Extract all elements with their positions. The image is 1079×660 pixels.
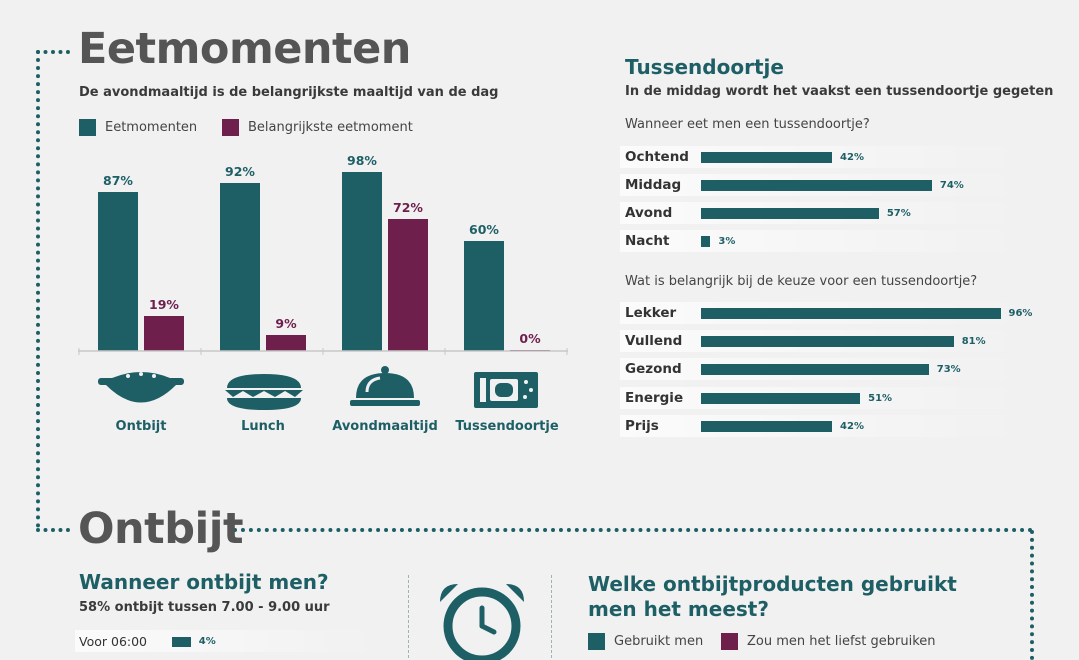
value-label-avondmaaltijd-eetmomenten: 98% (347, 152, 377, 168)
bar-gezond (701, 364, 929, 375)
category-label-avondmaaltijd: Avondmaaltijd (332, 419, 438, 434)
ontbijt-products-title-2: men het meest? (588, 597, 769, 621)
value-label-lunch-eetmomenten: 92% (225, 163, 255, 179)
category-label-ontbijt: Ontbijt (115, 419, 167, 434)
bar-ontbijt-eetmomenten (98, 191, 138, 351)
eetmomenten-subtitle: De avondmaaltijd is de belangrijkste maa… (79, 85, 499, 100)
cloche-icon (350, 366, 420, 406)
value-label-ontbijt-eetmomenten: 87% (103, 172, 133, 188)
breakfast-row-bg (75, 630, 375, 652)
tussendoortje-title: Tussendoortje (625, 55, 784, 79)
value-lekker: 96% (1008, 308, 1033, 319)
row-label-prijs: Prijs (625, 418, 659, 434)
row-bg-nacht (620, 230, 1020, 252)
legend-label-belangrijkste: Belangrijkste eetmoment (248, 120, 413, 135)
eetmomenten-title: Eetmomenten (78, 24, 411, 74)
bar-avondmaaltijd-eetmomenten (342, 171, 382, 351)
legend-liefst: Zou men het liefst gebruiken (721, 633, 936, 650)
legend-label-eetmomenten: Eetmomenten (105, 120, 198, 135)
bar-ochtend (701, 152, 833, 163)
value-nacht: 3% (718, 236, 736, 247)
divider-right (551, 575, 552, 658)
snack-bar-icon (474, 372, 538, 408)
value-gezond: 73% (936, 364, 961, 375)
frame-ontbijt-right-dots (233, 528, 1033, 532)
legend-eetmomenten: Eetmomenten (79, 119, 197, 136)
value-label-tussendoortje-belangrijkste: 0% (519, 330, 541, 346)
tussendoortje-question-2: Wat is belangrijk bij de keuze voor een … (625, 274, 978, 289)
bar-lunch-eetmomenten (220, 182, 260, 351)
value-avond: 57% (886, 208, 911, 219)
ontbijt-products-title-1: Welke ontbijtproducten gebruikt (588, 572, 957, 596)
legend-label-liefst: Zou men het liefst gebruiken (747, 634, 936, 649)
breakfast-value-voor-06-00: 4% (198, 636, 216, 647)
frame-ontbijt-left-dots (36, 528, 70, 532)
row-label-nacht: Nacht (625, 233, 670, 249)
category-label-tussendoortje: Tussendoortje (455, 419, 559, 434)
ontbijt-title: Ontbijt (78, 504, 244, 554)
bar-energie (701, 393, 861, 404)
bowl-icon (98, 372, 184, 403)
bar-middag (701, 180, 932, 191)
value-energie: 51% (868, 393, 893, 404)
row-label-gezond: Gezond (625, 361, 682, 377)
category-label-lunch: Lunch (241, 419, 285, 434)
legend-swatch-maroon (222, 119, 239, 136)
row-label-avond: Avond (625, 205, 673, 221)
value-middag: 74% (939, 180, 964, 191)
value-ochtend: 42% (840, 152, 864, 163)
legend-swatch-teal (79, 119, 96, 136)
breakfast-label-voor-06-00: Voor 06:00 (79, 634, 148, 649)
value-label-lunch-belangrijkste: 9% (275, 315, 297, 331)
tussendoortje-question-1: Wanneer eet men een tussendoortje? (625, 117, 870, 132)
row-label-middag: Middag (625, 177, 682, 193)
bar-ontbijt-belangrijkste (144, 316, 184, 351)
value-label-ontbijt-belangrijkste: 19% (149, 297, 179, 313)
frame-top-dots (36, 50, 70, 54)
bar-nacht (701, 236, 711, 247)
bar-vullend (701, 336, 954, 347)
divider-left (408, 575, 409, 658)
eetmomenten-axis (78, 348, 568, 355)
ontbijt-when-title: Wanneer ontbijt men? (79, 570, 329, 594)
frame-left-dots (36, 50, 40, 528)
legend-label-gebruikt: Gebruikt men (614, 634, 704, 649)
value-prijs: 42% (840, 421, 864, 432)
bar-avond (701, 208, 879, 219)
sandwich-icon (225, 374, 303, 410)
bar-avondmaaltijd-belangrijkste (388, 219, 428, 351)
bar-lunch-belangrijkste (266, 334, 306, 351)
value-vullend: 81% (961, 336, 986, 347)
legend-swatch-teal-2 (588, 633, 605, 650)
frame-right-dots (1030, 530, 1034, 660)
bar-prijs (701, 421, 833, 432)
bar-lekker (701, 308, 1001, 319)
legend-gebruikt: Gebruikt men (588, 633, 703, 650)
legend-swatch-maroon-2 (721, 633, 738, 650)
legend-belangrijkste: Belangrijkste eetmoment (222, 119, 413, 136)
breakfast-bar-voor-06-00 (172, 637, 191, 647)
value-label-tussendoortje-eetmomenten: 60% (469, 222, 499, 238)
alarm-clock-icon (440, 584, 524, 660)
row-label-ochtend: Ochtend (625, 149, 689, 165)
bar-tussendoortje-eetmomenten (464, 241, 504, 351)
tussendoortje-subtitle: In de middag wordt het vaakst een tussen… (625, 84, 1054, 99)
row-label-vullend: Vullend (625, 333, 683, 349)
value-label-avondmaaltijd-belangrijkste: 72% (393, 200, 423, 216)
row-label-energie: Energie (625, 390, 684, 406)
row-label-lekker: Lekker (625, 305, 677, 321)
ontbijt-when-subtitle: 58% ontbijt tussen 7.00 - 9.00 uur (79, 600, 330, 615)
